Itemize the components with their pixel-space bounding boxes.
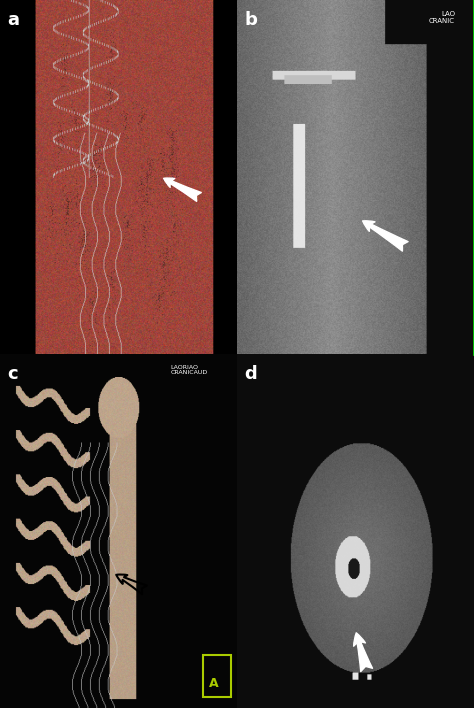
Text: LAO
CRANIC: LAO CRANIC xyxy=(429,11,455,23)
Text: LAORIAO
CRANICAUD: LAORIAO CRANICAUD xyxy=(171,365,208,375)
Text: b: b xyxy=(244,11,257,28)
Text: A: A xyxy=(209,678,218,690)
Text: c: c xyxy=(7,365,18,382)
Text: d: d xyxy=(244,365,257,382)
Text: a: a xyxy=(7,11,19,28)
